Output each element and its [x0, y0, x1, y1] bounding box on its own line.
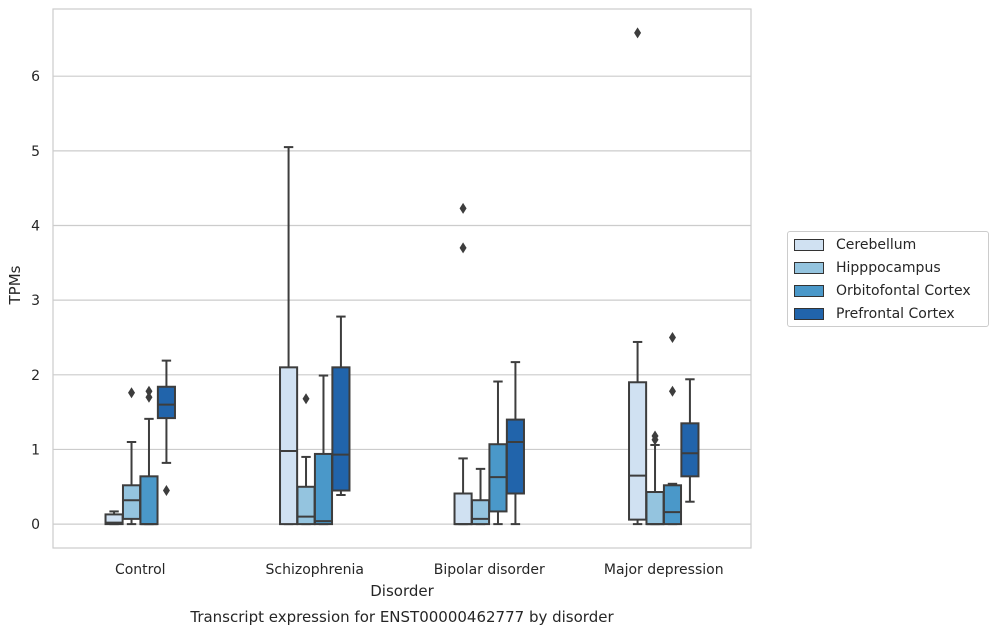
legend-item: Hipppocampus	[794, 258, 941, 278]
outlier-marker	[459, 202, 467, 214]
box-element	[279, 146, 299, 526]
box-body	[313, 452, 334, 526]
box-element	[453, 202, 473, 526]
y-tick-label: 3	[31, 293, 40, 309]
outlier-marker	[145, 391, 153, 403]
box-body	[453, 492, 473, 526]
legend-label: Prefrontal Cortex	[836, 306, 955, 322]
box-element	[680, 378, 700, 503]
outlier-marker	[145, 385, 153, 397]
box-element	[296, 393, 316, 526]
legend-swatch	[794, 308, 824, 320]
legend-label: Hipppocampus	[836, 260, 941, 276]
legend-label: Orbitofontal Cortex	[836, 283, 971, 299]
box-element	[645, 430, 665, 526]
box-plot-area	[104, 27, 700, 526]
box-element	[121, 387, 142, 526]
y-tick-label: 0	[31, 517, 40, 533]
legend-label: Cerebellum	[836, 237, 917, 253]
box-element	[331, 315, 351, 496]
legend-item: Cerebellum	[794, 235, 916, 255]
box-body	[662, 484, 683, 526]
box-body	[296, 485, 316, 526]
box-element	[628, 27, 648, 526]
legend-item: Orbitofontal Cortex	[794, 281, 971, 301]
box-element	[470, 467, 491, 526]
y-tick-label: 2	[31, 368, 40, 384]
box-body	[628, 381, 648, 521]
box-element	[104, 510, 124, 526]
box-element	[156, 359, 176, 497]
box-element	[505, 361, 525, 526]
outlier-marker	[128, 387, 136, 399]
legend-swatch	[794, 285, 824, 297]
box-body	[331, 366, 351, 492]
x-tick-label: Control	[115, 562, 166, 578]
box-body	[470, 499, 491, 526]
legend: Cerebellum Hipppocampus Orbitofontal Cor…	[787, 231, 989, 327]
box-body	[121, 484, 142, 520]
box-element	[488, 380, 508, 526]
legend-swatch	[794, 239, 824, 251]
box-body	[156, 385, 176, 420]
box-body	[680, 422, 700, 478]
box-element	[662, 331, 683, 526]
x-tick-label: Schizophrenia	[266, 562, 364, 578]
legend-item: Prefrontal Cortex	[794, 304, 955, 324]
legend-swatch	[794, 262, 824, 274]
outlier-marker	[651, 430, 659, 442]
outlier-marker	[634, 27, 642, 39]
x-axis-ticks: Control Schizophrenia Bipolar disorder Majo…	[115, 562, 724, 578]
outlier-marker	[668, 331, 676, 343]
box-body	[139, 475, 159, 526]
y-tick-label: 4	[31, 218, 40, 234]
y-tick-label: 1	[31, 442, 40, 458]
box-body	[645, 491, 665, 526]
plot-frame	[52, 8, 752, 549]
y-axis-label: TPMs	[6, 265, 24, 305]
gridlines	[53, 75, 751, 525]
outlier-marker	[302, 393, 310, 405]
outlier-marker	[668, 385, 676, 397]
x-tick-label: Major depression	[604, 562, 724, 578]
box-element	[139, 385, 159, 526]
outlier-marker	[162, 485, 170, 497]
y-tick-label: 6	[31, 69, 40, 85]
y-tick-label: 5	[31, 144, 40, 160]
box-body	[505, 418, 525, 495]
chart-caption: Transcript expression for ENST0000046277…	[189, 608, 614, 626]
y-axis-ticks: 0 1 2 3 4 5 6	[31, 69, 40, 533]
box-body	[279, 366, 299, 526]
outlier-marker	[459, 242, 467, 254]
x-axis-label: Disorder	[370, 582, 434, 600]
x-tick-label: Bipolar disorder	[434, 562, 545, 578]
